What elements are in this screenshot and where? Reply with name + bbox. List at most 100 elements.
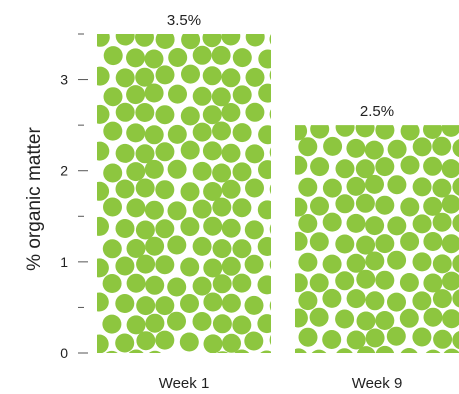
- bar-dot: [269, 70, 271, 81]
- bar-dot: [203, 334, 223, 353]
- bar-dot: [387, 292, 406, 312]
- bar-dot: [365, 216, 385, 236]
- bar-dot: [295, 348, 307, 354]
- bar-dot: [432, 178, 452, 198]
- bar-dot: [180, 294, 199, 313]
- bar-dot: [245, 144, 265, 164]
- bar-dot: [168, 84, 187, 104]
- bar-dot: [269, 335, 271, 345]
- bar-dot: [202, 66, 222, 86]
- bar-dot: [135, 220, 155, 240]
- bar-dot: [203, 216, 223, 236]
- bar-dot: [375, 270, 395, 290]
- bar-dot: [103, 197, 122, 217]
- bar-dot: [103, 121, 123, 141]
- bar-dot: [115, 219, 135, 238]
- bar-dot: [221, 293, 241, 313]
- bar-dot: [180, 106, 200, 126]
- bar-dot: [135, 144, 155, 164]
- bar-dot: [375, 195, 395, 215]
- bar-dot: [386, 326, 406, 346]
- bar-dot: [295, 231, 308, 251]
- bar-dot: [245, 102, 265, 122]
- bar-dot: [346, 289, 366, 309]
- bar-dot: [423, 156, 443, 176]
- bar-dot: [400, 348, 418, 354]
- bar-dot: [400, 232, 420, 251]
- bar-dot: [212, 239, 232, 259]
- bar-dot: [400, 155, 420, 175]
- bar-dot: [212, 197, 232, 217]
- bar-dot: [355, 159, 375, 179]
- bar-dot: [269, 34, 271, 45]
- bar-dot: [355, 193, 375, 213]
- bar-dot: [155, 330, 175, 350]
- bar-dot: [167, 277, 187, 297]
- bar-dot: [258, 49, 271, 69]
- bar-dot: [452, 289, 459, 308]
- bar-dot: [145, 275, 165, 295]
- bar-dot: [311, 349, 327, 354]
- bar-dot: [211, 45, 231, 65]
- bar-dot: [135, 34, 154, 47]
- bar-dot: [115, 256, 135, 276]
- bar-dot: [412, 177, 432, 197]
- bar-week-1: [97, 34, 271, 372]
- bar-dot: [192, 86, 212, 106]
- bar-dot: [322, 254, 342, 274]
- bar-dot: [221, 34, 241, 46]
- bar-dot: [433, 329, 453, 349]
- bar-dot: [257, 314, 271, 334]
- bar-dot: [335, 271, 355, 291]
- bar-dot: [452, 177, 459, 196]
- bar-dot: [155, 296, 175, 316]
- bar-dot: [245, 178, 264, 198]
- y-tick-label: 3: [60, 72, 68, 88]
- bar-dot: [269, 147, 271, 157]
- bar-dot: [167, 353, 186, 372]
- data-label: 3.5%: [167, 12, 201, 29]
- bar-dot: [115, 294, 135, 313]
- bar-dot: [167, 159, 187, 179]
- bar-dot: [432, 212, 452, 232]
- bar-dot: [375, 311, 395, 330]
- bar-dot: [180, 140, 200, 160]
- bar-dot: [452, 254, 459, 273]
- bar-dot: [245, 67, 265, 87]
- bar-dot: [245, 34, 265, 47]
- bar-dot: [269, 109, 271, 120]
- bar-dot: [258, 160, 271, 180]
- bar-dot: [258, 83, 271, 103]
- bar-dot: [168, 48, 188, 67]
- bar-dot: [336, 348, 353, 354]
- bar-dot: [387, 139, 407, 159]
- bar-dot: [244, 220, 264, 240]
- bar-dot: [298, 291, 318, 311]
- bar-dot: [298, 137, 318, 157]
- bar-dot: [97, 141, 110, 161]
- bar-dot: [244, 331, 264, 351]
- bar-dot: [155, 180, 175, 200]
- bar-dot: [179, 332, 199, 352]
- bar-dot: [167, 235, 187, 255]
- bar-dot: [244, 295, 264, 315]
- x-category-label: Week 1: [159, 375, 210, 392]
- bar-dot: [97, 34, 110, 47]
- bar-dot: [212, 274, 232, 294]
- bar-dot: [322, 288, 342, 308]
- bar-dot: [322, 330, 342, 349]
- bar-dot: [192, 276, 212, 296]
- bar-week-9: [295, 125, 459, 354]
- bar-dot: [295, 155, 308, 175]
- bar-dot: [126, 48, 145, 68]
- bar-dot: [232, 123, 252, 143]
- bar-dot: [145, 236, 165, 256]
- bar-dot: [260, 350, 271, 353]
- bar-dot: [126, 273, 146, 293]
- bar-dot: [257, 275, 271, 295]
- bar-dot: [412, 214, 432, 234]
- bar-dot: [400, 125, 420, 141]
- bar-dot: [126, 198, 146, 218]
- bar-dot: [365, 291, 385, 311]
